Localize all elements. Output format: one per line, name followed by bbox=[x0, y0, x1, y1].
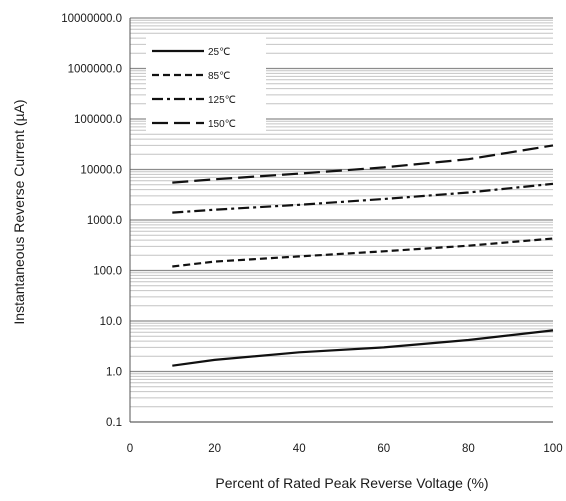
series-lines bbox=[172, 144, 554, 367]
y-tick-label: 10000000.0 bbox=[61, 13, 122, 25]
legend-label: 125℃ bbox=[208, 95, 236, 106]
y-tick-label: 0.1 bbox=[106, 417, 122, 429]
legend-label: 150℃ bbox=[208, 119, 236, 130]
x-tick-label: 20 bbox=[208, 443, 221, 455]
x-tick-label: 60 bbox=[377, 443, 390, 455]
legend-box bbox=[146, 34, 266, 132]
y-tick-label: 10.0 bbox=[100, 316, 122, 328]
series-line bbox=[172, 237, 554, 268]
y-tick-label: 100.0 bbox=[93, 266, 122, 278]
y-tick-label: 1000.0 bbox=[87, 215, 122, 227]
x-tick-labels: 0 20 40 60 80 100 bbox=[127, 443, 563, 455]
series-line bbox=[172, 144, 554, 184]
x-tick-label: 100 bbox=[543, 443, 562, 455]
legend-label: 85℃ bbox=[208, 71, 230, 82]
series-line bbox=[172, 182, 554, 214]
legend-label: 25℃ bbox=[208, 47, 230, 58]
y-tick-label: 100000.0 bbox=[74, 114, 122, 126]
x-tick-label: 80 bbox=[462, 443, 475, 455]
x-axis-title: Percent of Rated Peak Reverse Voltage (%… bbox=[215, 475, 488, 491]
y-tick-labels: 0.1 1.0 10.0 100.0 1000.0 10000.0 100000.0 1000… bbox=[61, 13, 122, 429]
x-tick-label: 40 bbox=[293, 443, 306, 455]
y-axis-title: Instantaneous Reverse Current (µA) bbox=[11, 99, 27, 324]
x-tick-label: 0 bbox=[127, 443, 133, 455]
series-line bbox=[172, 329, 554, 367]
y-tick-label: 1.0 bbox=[106, 367, 122, 379]
y-tick-label: 10000.0 bbox=[80, 165, 122, 177]
legend: 25℃ 85℃ 125℃ 150℃ bbox=[146, 34, 266, 132]
y-tick-label: 1000000.0 bbox=[68, 64, 122, 76]
